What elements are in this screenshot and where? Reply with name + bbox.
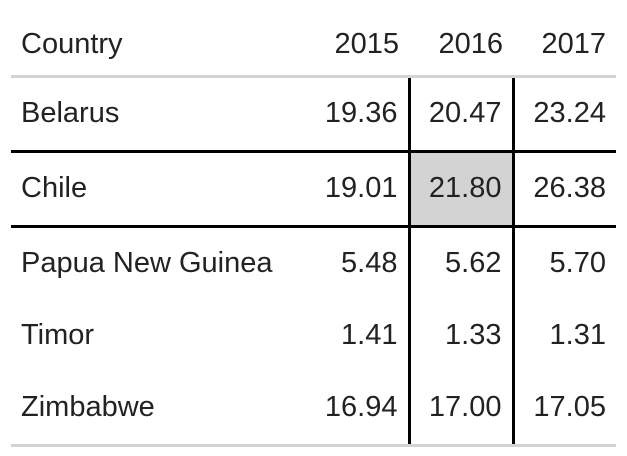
data-table-container: Country 2015 2016 2017 Belarus 19.36 20.… [11, 0, 616, 447]
value-cell-2017: 17.05 [513, 371, 616, 447]
country-cell: Timor [21, 319, 95, 351]
table-row-highlighted: Chile 19.01 21.80 26.38 [11, 149, 616, 228]
value-cell-2016: 1.33 [407, 299, 515, 372]
column-header-2017: 2017 [513, 0, 616, 78]
table-row: Timor 1.41 1.33 1.31 [11, 299, 616, 372]
value-cell-2017: 23.24 [533, 97, 606, 129]
value-cell-2015: 16.94 [309, 371, 409, 447]
table-body: Belarus 19.36 20.47 23.24 Chile 19.01 21… [11, 76, 616, 447]
value-cell-2016: 20.47 [407, 76, 515, 151]
value-cell-2016: 17.00 [407, 371, 515, 447]
country-cell: Zimbabwe [11, 371, 309, 447]
data-table: Country 2015 2016 2017 Belarus 19.36 20.… [11, 0, 616, 447]
country-cell: Belarus [21, 97, 120, 129]
table-header: Country 2015 2016 2017 [11, 0, 616, 78]
value-cell-2015: 1.41 [341, 319, 398, 351]
value-cell-2015: 19.01 [309, 149, 409, 228]
table-row: Papua New Guinea 5.48 5.62 5.70 [11, 226, 616, 300]
country-cell: Papua New Guinea [21, 247, 273, 279]
value-cell-2015: 19.36 [324, 97, 398, 129]
value-cell-2017: 26.38 [513, 149, 616, 228]
value-cell-2016-highlighted: 21.80 [407, 149, 515, 228]
country-cell: Chile [11, 149, 309, 228]
column-header-country: Country [11, 0, 309, 78]
table-row: Belarus 19.36 20.47 23.24 [11, 76, 616, 151]
value-cell-2017: 5.70 [549, 247, 606, 279]
table-row: Zimbabwe 16.94 17.00 17.05 [11, 371, 616, 447]
header-row: Country 2015 2016 2017 [11, 0, 616, 78]
value-cell-2016: 5.62 [407, 226, 515, 300]
column-header-2015: 2015 [309, 0, 409, 78]
column-header-2016: 2016 [409, 0, 513, 78]
value-cell-2015: 5.48 [341, 247, 398, 279]
value-cell-2017: 1.31 [549, 319, 606, 351]
